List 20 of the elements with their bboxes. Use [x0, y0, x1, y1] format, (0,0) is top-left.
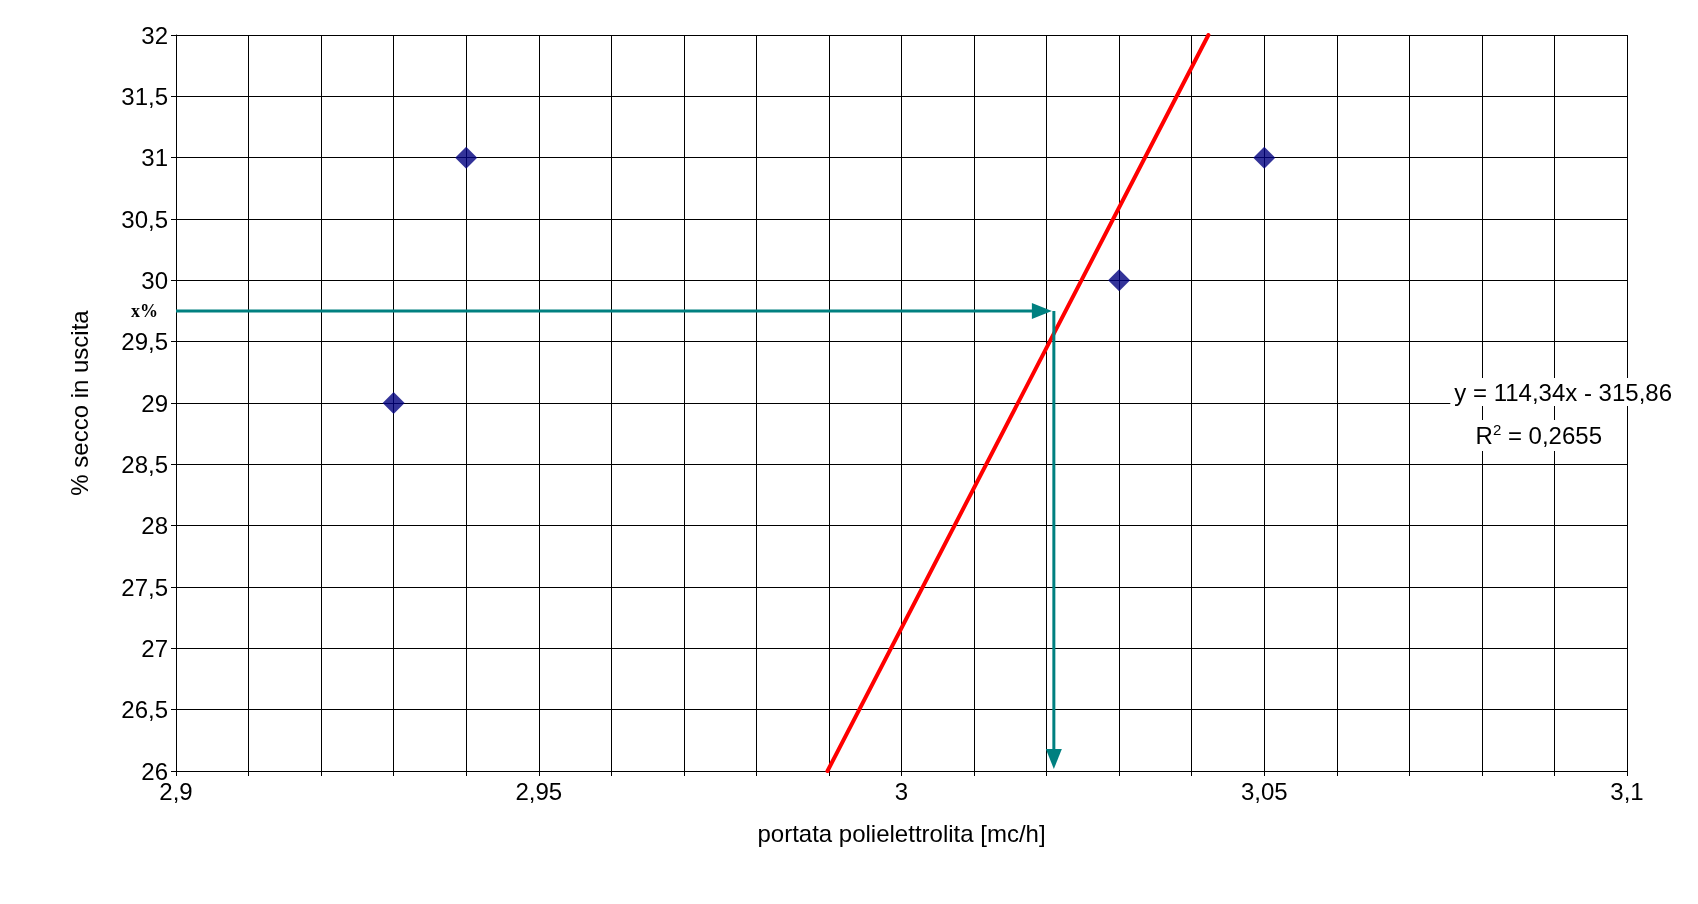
y-tick-label: 31 — [141, 144, 168, 172]
y-tick-label: 30 — [141, 266, 168, 294]
x-tick-label: 3,05 — [1240, 777, 1288, 805]
ref-line-label: x% — [131, 301, 158, 321]
annotation: y = 114,34x - 315,86 — [1454, 378, 1673, 406]
y-tick-label: 31,5 — [121, 82, 168, 110]
x-tick-label: 3,1 — [1610, 777, 1644, 805]
y-tick-label: 26,5 — [121, 696, 168, 724]
y-tick-label: 32 — [141, 21, 168, 49]
y-tick-label: 27 — [141, 634, 168, 662]
x-tick-label: 3 — [894, 777, 909, 805]
x-tick-label: 2,95 — [515, 777, 563, 805]
x-axis-title: portata polielettrolita [mc/h] — [757, 819, 1046, 847]
y-tick-label: 29,5 — [121, 328, 168, 356]
y-tick-label: 30,5 — [121, 205, 168, 233]
y-axis-title: % secco in uscita — [65, 309, 93, 496]
y-tick-label: 28 — [141, 512, 168, 540]
y-tick-label: 29 — [141, 389, 168, 417]
y-tick-label: 27,5 — [121, 573, 168, 601]
y-tick-label: 28,5 — [121, 450, 168, 478]
